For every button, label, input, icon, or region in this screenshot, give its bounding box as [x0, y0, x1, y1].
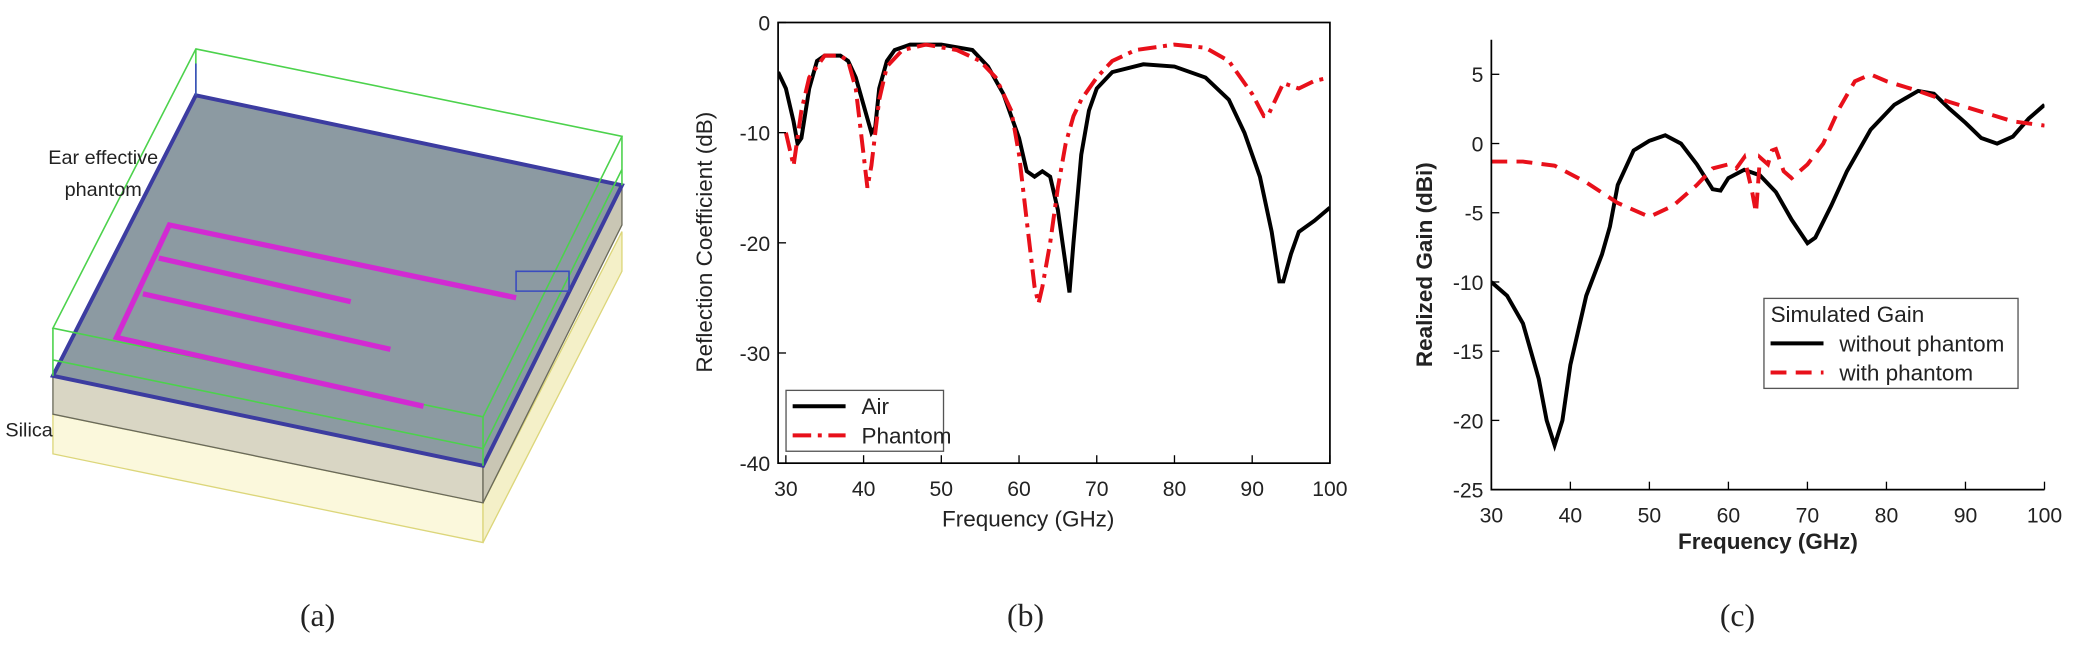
y-tick-label: 0 [758, 12, 770, 35]
series-line [1491, 88, 2045, 452]
y-tick-label: -10 [740, 123, 771, 146]
y-tick-label: -25 [1453, 480, 1484, 503]
legend-title: Simulated Gain [1771, 302, 1925, 327]
x-tick-label: 60 [1007, 478, 1031, 501]
figure-content: Ear effective phantom Silica (a) (b) (c)… [5, 12, 2062, 632]
x-tick-label: 50 [1638, 505, 1662, 528]
x-tick-label: 100 [2027, 505, 2062, 528]
x-tick-label: 100 [1312, 478, 1347, 501]
y-axis-title: Realized Gain (dBi) [1412, 162, 1437, 367]
x-tick-label: 70 [1796, 505, 1820, 528]
x-axis-title: Frequency (GHz) [1678, 529, 1858, 554]
phantom-box-edges [52, 48, 623, 466]
y-tick-label: -30 [740, 343, 771, 366]
feed-lines [195, 63, 570, 292]
x-tick-label: 90 [1240, 478, 1264, 501]
x-tick-label: 30 [774, 478, 798, 501]
x-tick-label: 70 [1085, 478, 1109, 501]
caption: (b) [1007, 598, 1044, 633]
y-tick-label: 5 [1472, 64, 1484, 87]
series-line [778, 42, 1330, 293]
caption: (a) [300, 598, 335, 633]
panel-a-label: Ear effective [48, 147, 158, 169]
silica-side [482, 231, 623, 543]
legend-label: Phantom [861, 423, 951, 448]
panel-a-label: Silica [5, 420, 53, 442]
antenna-render: Ear effective phantom Silica [5, 48, 625, 544]
x-tick-label: 40 [852, 478, 876, 501]
y-axis-title: Reflection Coefficient (dB) [692, 112, 717, 373]
x-tick-label: 60 [1717, 505, 1741, 528]
caption: (c) [1720, 598, 1755, 633]
x-tick-label: 80 [1163, 478, 1187, 501]
x-axis-title: Frequency (GHz) [942, 507, 1114, 532]
legend-label: without phantom [1838, 331, 2004, 356]
y-tick-label: 0 [1472, 133, 1484, 156]
y-tick-label: -15 [1453, 341, 1484, 364]
panel-a-label: phantom [65, 179, 142, 201]
x-tick-label: 90 [1954, 505, 1978, 528]
y-tick-label: -40 [740, 453, 771, 476]
antenna-trace [112, 221, 517, 409]
legend-label: with phantom [1838, 360, 1973, 385]
legend-label: Air [861, 394, 889, 419]
x-tick-label: 80 [1875, 505, 1899, 528]
x-tick-label: 30 [1480, 505, 1504, 528]
legend-box [785, 389, 945, 452]
chart: 30 40 50 60 70 80 90 10050-5-10-15-20-25Frequen… [1412, 39, 2062, 554]
chart: 30 40 50 60 70 80 90 100 0 -10 -20 -30 -40 Frequency … [692, 12, 1348, 531]
y-tick-label: -20 [740, 233, 771, 256]
series-line [783, 42, 1330, 304]
x-tick-label: 50 [930, 478, 954, 501]
x-tick-label: 40 [1559, 505, 1583, 528]
series-line [1491, 72, 2045, 220]
y-tick-label: -5 [1465, 203, 1484, 226]
axes [1490, 39, 2045, 491]
y-tick-label: -20 [1453, 410, 1484, 433]
y-tick-label: -10 [1453, 272, 1484, 295]
